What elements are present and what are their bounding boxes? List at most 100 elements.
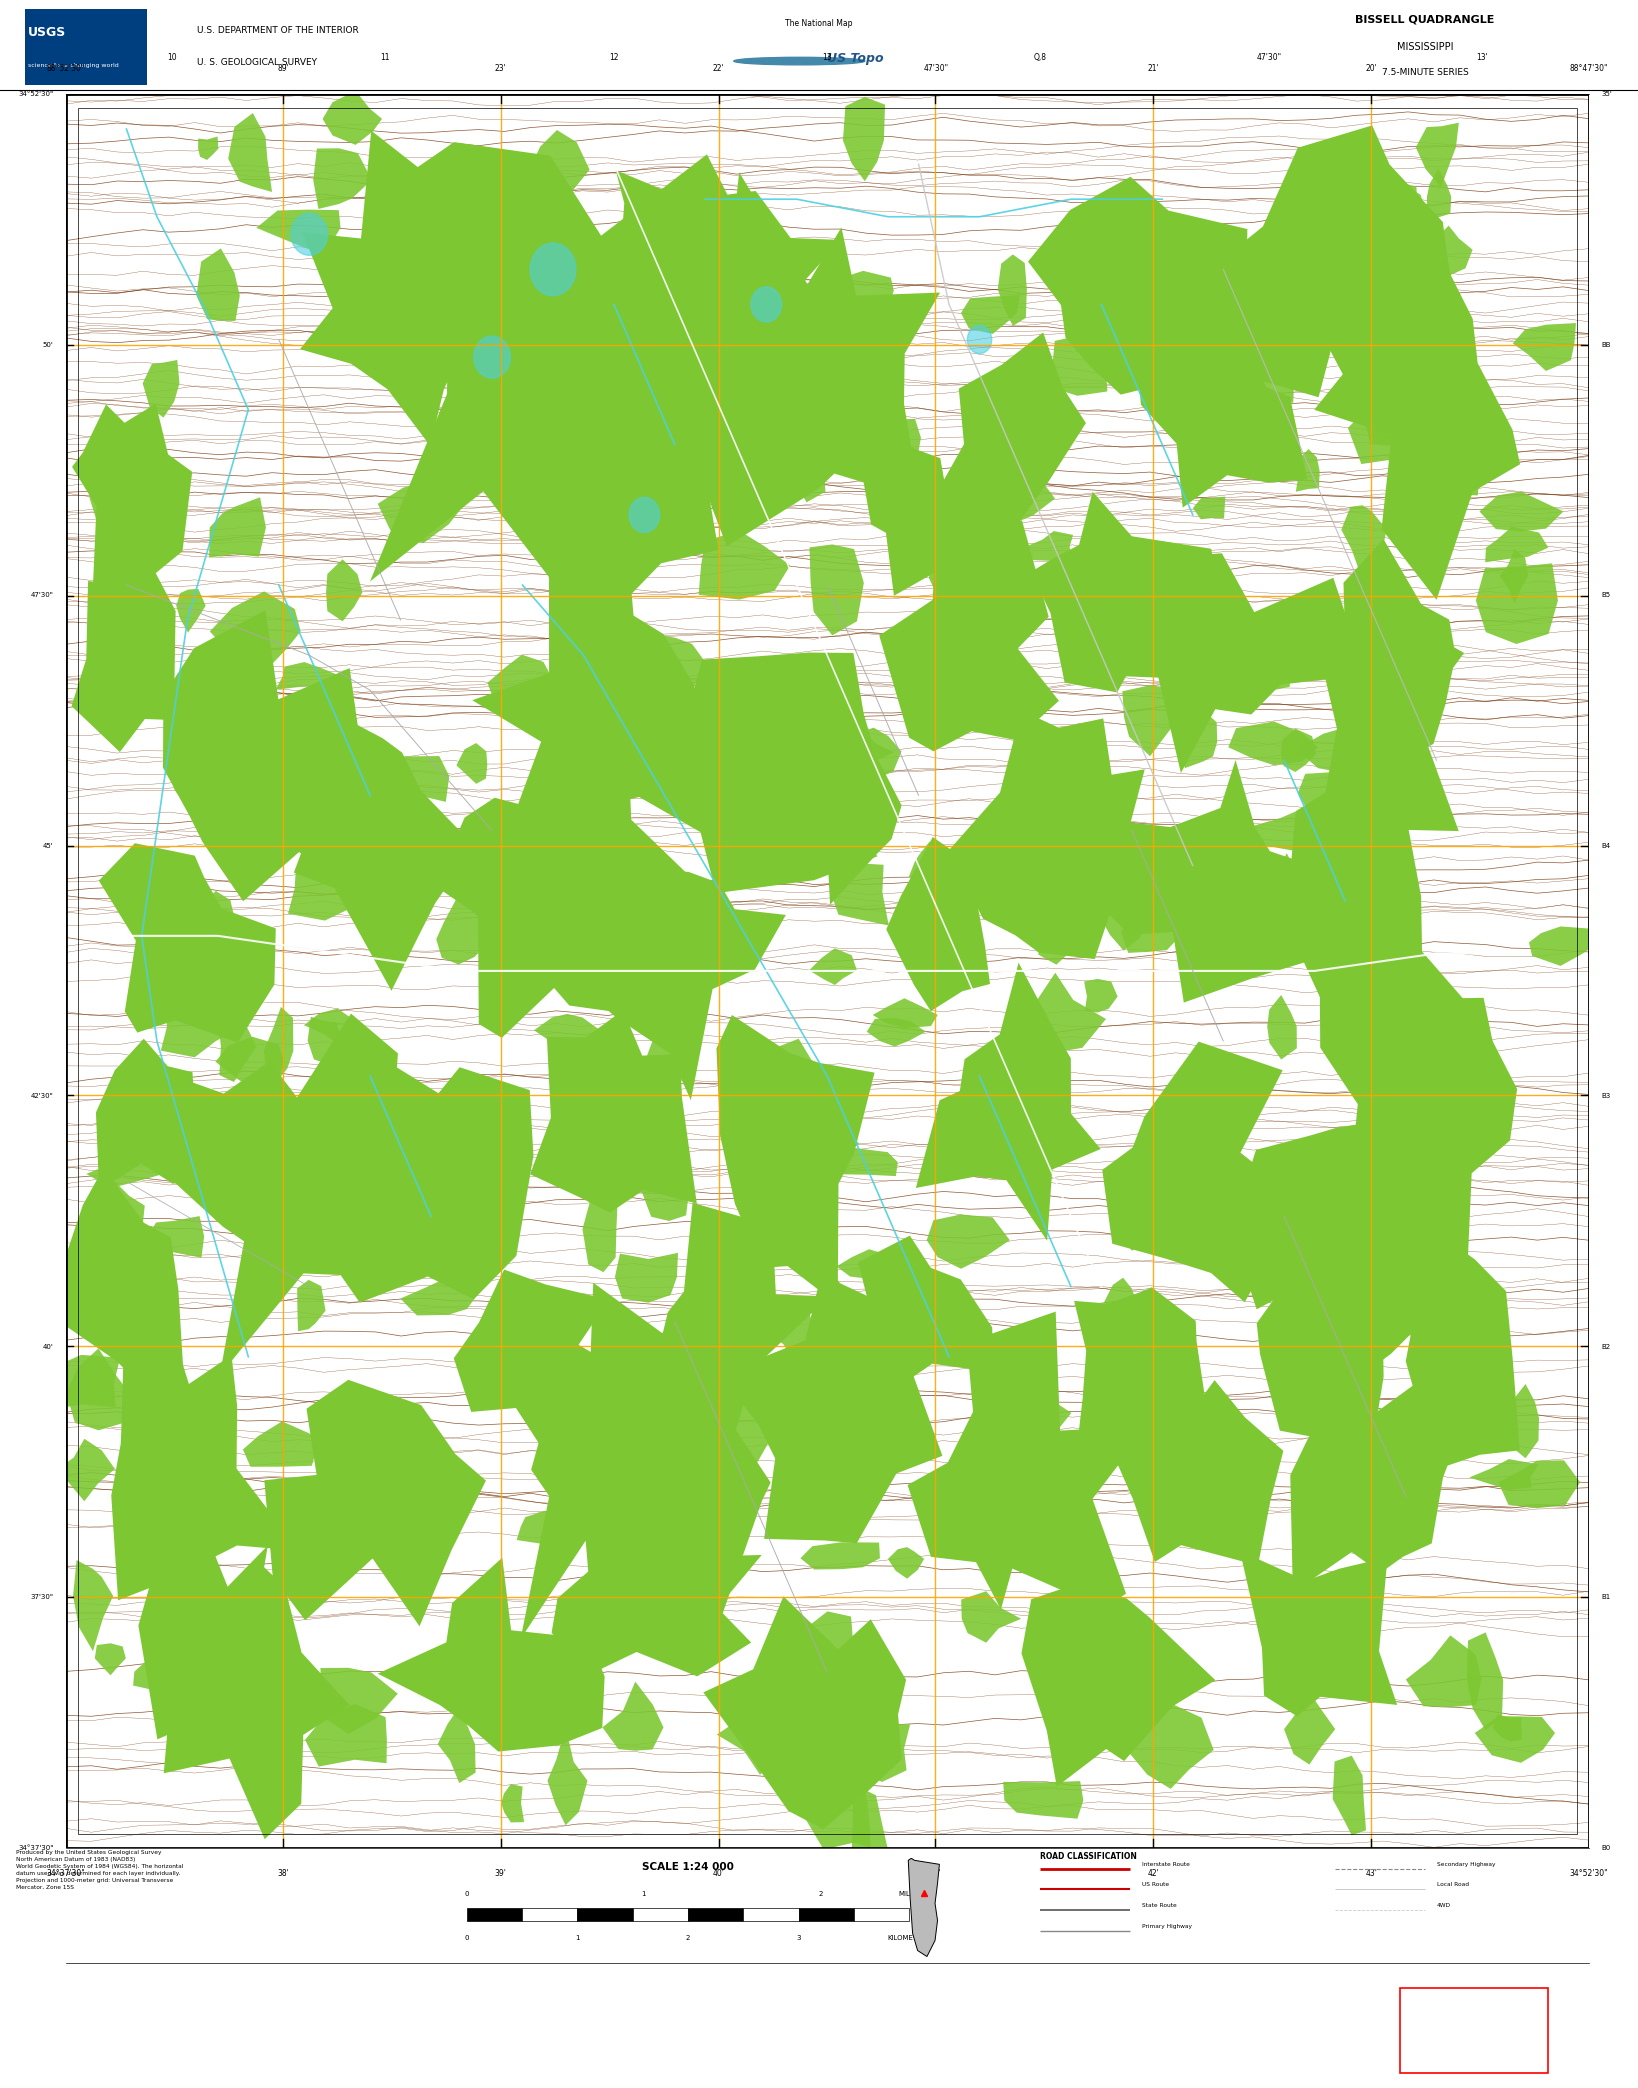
Polygon shape (505, 1363, 534, 1397)
Circle shape (473, 336, 511, 378)
Polygon shape (300, 132, 542, 447)
Polygon shape (516, 1510, 577, 1545)
Polygon shape (547, 1727, 588, 1825)
Polygon shape (1299, 1134, 1364, 1230)
Polygon shape (793, 656, 842, 725)
Text: 42'30": 42'30" (31, 1094, 54, 1098)
Polygon shape (1297, 770, 1374, 816)
Polygon shape (1514, 324, 1576, 372)
Text: 37'30": 37'30" (31, 1595, 54, 1599)
Polygon shape (1499, 1460, 1581, 1508)
Polygon shape (693, 322, 768, 367)
Polygon shape (1291, 1370, 1466, 1593)
Polygon shape (1412, 990, 1456, 1040)
Polygon shape (426, 1159, 459, 1224)
Polygon shape (1469, 1460, 1538, 1491)
Polygon shape (138, 1528, 285, 1739)
Polygon shape (1322, 572, 1464, 896)
Circle shape (629, 497, 660, 532)
Polygon shape (552, 1520, 762, 1677)
Text: 1: 1 (642, 1892, 645, 1898)
Polygon shape (649, 633, 708, 706)
Polygon shape (907, 1311, 1148, 1610)
Polygon shape (812, 1090, 840, 1144)
Text: 11: 11 (380, 54, 390, 63)
Text: 38': 38' (277, 1869, 288, 1877)
Polygon shape (198, 136, 218, 161)
Text: The National Map: The National Map (785, 19, 853, 27)
Polygon shape (1250, 808, 1337, 852)
Polygon shape (1122, 685, 1181, 756)
Bar (523, 1908, 577, 1921)
Polygon shape (1089, 825, 1160, 877)
Polygon shape (1286, 760, 1466, 1096)
Polygon shape (1192, 497, 1225, 520)
Polygon shape (1127, 1704, 1214, 1789)
Polygon shape (1405, 1232, 1520, 1468)
Text: 43': 43' (1366, 1869, 1378, 1877)
Polygon shape (228, 113, 272, 192)
Text: B3: B3 (1600, 1094, 1610, 1098)
Polygon shape (962, 294, 1020, 334)
Polygon shape (1079, 760, 1351, 1002)
Polygon shape (161, 992, 239, 1057)
Polygon shape (1342, 505, 1387, 580)
Text: 88°52'30": 88°52'30" (46, 65, 85, 73)
Polygon shape (146, 927, 187, 956)
Polygon shape (1351, 182, 1428, 255)
Polygon shape (1284, 1691, 1335, 1764)
Polygon shape (72, 560, 175, 752)
Polygon shape (1093, 1318, 1135, 1345)
Bar (688, 1908, 744, 1921)
Polygon shape (1474, 1716, 1554, 1762)
Polygon shape (534, 1015, 600, 1048)
Polygon shape (603, 1681, 663, 1750)
Polygon shape (470, 860, 506, 910)
Polygon shape (1101, 896, 1143, 950)
Polygon shape (1405, 1134, 1456, 1190)
Polygon shape (85, 1180, 144, 1224)
Text: B2: B2 (1600, 1345, 1610, 1349)
Polygon shape (305, 1704, 387, 1766)
Polygon shape (855, 727, 901, 781)
Polygon shape (321, 1668, 398, 1733)
Text: BISSELL QUADRANGLE: BISSELL QUADRANGLE (1355, 15, 1495, 25)
Polygon shape (324, 1061, 534, 1303)
Text: 3: 3 (796, 1936, 801, 1942)
Polygon shape (999, 1399, 1038, 1466)
Polygon shape (886, 837, 989, 1011)
Polygon shape (1030, 491, 1220, 693)
Polygon shape (1386, 461, 1461, 518)
Polygon shape (1192, 647, 1274, 681)
Polygon shape (962, 1591, 1020, 1643)
Polygon shape (1314, 226, 1520, 599)
Polygon shape (521, 1282, 770, 1639)
Text: State Route: State Route (1142, 1902, 1176, 1908)
Circle shape (734, 56, 865, 65)
Polygon shape (801, 731, 901, 904)
Polygon shape (600, 1071, 680, 1146)
Polygon shape (998, 255, 1027, 326)
Polygon shape (716, 1015, 875, 1305)
Polygon shape (616, 267, 660, 294)
Polygon shape (257, 209, 341, 248)
Text: 34°37'30": 34°37'30" (46, 1869, 85, 1877)
Polygon shape (821, 271, 894, 309)
Polygon shape (147, 1215, 205, 1257)
Polygon shape (830, 862, 889, 925)
Polygon shape (827, 1345, 898, 1399)
Polygon shape (500, 305, 541, 357)
Polygon shape (305, 1460, 377, 1522)
Polygon shape (293, 708, 475, 992)
Polygon shape (1364, 393, 1419, 445)
Polygon shape (1191, 313, 1243, 374)
Polygon shape (873, 998, 937, 1027)
Polygon shape (1438, 449, 1479, 497)
Text: 10: 10 (167, 54, 177, 63)
Text: 41': 41' (930, 1869, 942, 1877)
Text: 34°37'30": 34°37'30" (18, 1846, 54, 1850)
Polygon shape (529, 129, 590, 213)
Polygon shape (313, 148, 372, 209)
Polygon shape (162, 610, 365, 902)
Polygon shape (1075, 1288, 1209, 1464)
